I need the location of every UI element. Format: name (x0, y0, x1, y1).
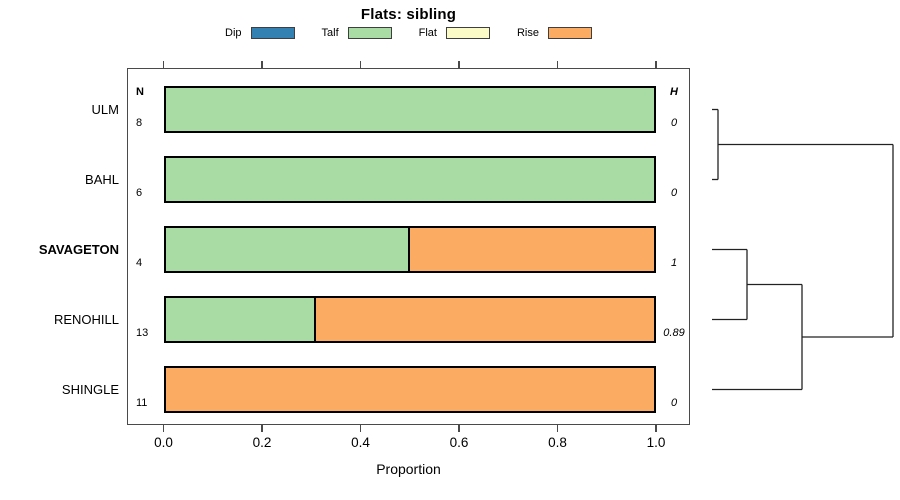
n-value-bahl: 6 (136, 187, 143, 199)
bar-segment-talf (165, 158, 654, 201)
legend-item-dip: Dip (225, 27, 295, 39)
bar-shingle (163, 366, 656, 413)
legend: Dip Talf Flat Rise (127, 24, 690, 42)
x-tick-top (458, 61, 460, 68)
n-value-shingle: 11 (136, 397, 148, 409)
x-tick-label: 0.4 (351, 435, 370, 450)
h-value-savageton: 1 (670, 257, 678, 269)
legend-swatch (250, 27, 295, 39)
legend-item-rise: Rise (517, 27, 592, 39)
h-column-header: H (670, 86, 678, 98)
bar-ulm (163, 86, 656, 133)
x-axis-title: Proportion (376, 461, 441, 477)
legend-label: Flat (418, 27, 437, 39)
bar-segment-rise (315, 298, 654, 341)
x-tick-bottom (458, 425, 460, 432)
legend-swatch (445, 27, 490, 39)
row-label-renohill: RENOHILL (53, 311, 119, 327)
bar-bahl (163, 156, 656, 203)
x-tick-top (359, 61, 362, 68)
x-tick-label: 0.2 (252, 435, 272, 450)
legend-item-flat: Flat (419, 27, 490, 39)
row-label-ulm: ULM (91, 101, 119, 117)
h-value-bahl: 0 (670, 187, 678, 199)
x-tick-label: 1.0 (646, 435, 666, 450)
legend-label: Rise (516, 27, 539, 39)
n-value-renohill: 13 (136, 327, 149, 339)
n-value-ulm: 8 (136, 117, 143, 129)
x-tick-label: 0.8 (548, 435, 567, 450)
bar-segment-rise (165, 368, 654, 411)
x-tick-bottom (556, 425, 559, 432)
bar-segment-talf (165, 228, 410, 271)
n-column-header: N (136, 86, 144, 98)
bar-segment-talf (165, 88, 654, 131)
bar-segment-rise (409, 228, 654, 271)
h-value-renohill: 0.89 (663, 327, 685, 339)
x-tick-bottom (261, 425, 263, 432)
legend-item-talf: Talf (322, 27, 392, 39)
h-value-shingle: 0 (670, 397, 678, 409)
legend-label: Talf (321, 27, 339, 39)
x-tick-bottom (359, 425, 362, 432)
x-tick-top (655, 61, 657, 68)
bar-savageton (163, 226, 656, 273)
x-tick-top (556, 61, 559, 68)
bar-renohill (163, 296, 656, 343)
x-tick-label: 0.6 (449, 435, 469, 450)
legend-swatch (347, 27, 392, 39)
x-tick-label: 0.0 (154, 435, 173, 450)
chart-title: Flats: sibling (360, 6, 457, 23)
legend-label: Dip (225, 27, 242, 39)
x-tick-bottom (655, 425, 657, 432)
n-value-savageton: 4 (136, 257, 143, 269)
legend-swatch (548, 27, 592, 39)
h-value-ulm: 0 (670, 117, 678, 129)
x-tick-top (261, 61, 263, 68)
bar-segment-talf (165, 298, 316, 341)
x-tick-top (162, 61, 165, 68)
row-label-savageton: SAVAGETON (38, 241, 119, 257)
x-tick-bottom (162, 425, 165, 432)
row-label-bahl: BAHL (85, 171, 119, 187)
row-label-shingle: SHINGLE (61, 381, 119, 397)
